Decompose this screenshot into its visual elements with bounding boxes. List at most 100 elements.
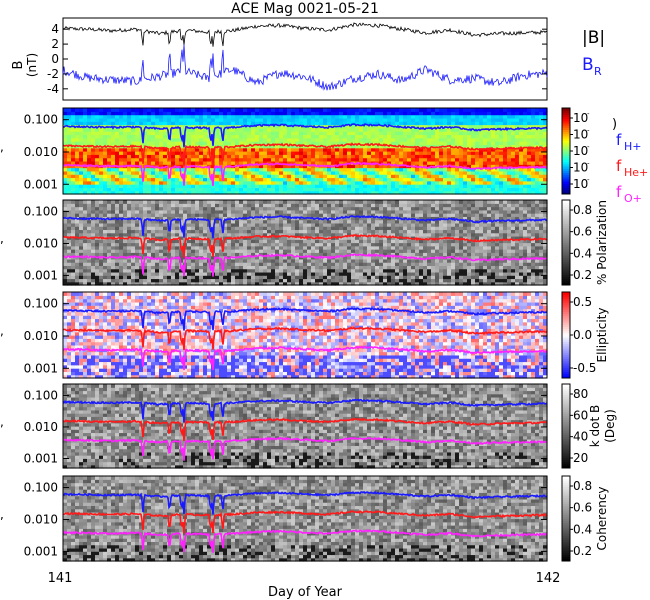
spectrogram-cell: [99, 108, 104, 112]
spectrogram-cell: [379, 108, 384, 112]
freq-tick-label: 0.100: [24, 113, 58, 127]
spectrogram-cell: [295, 200, 300, 204]
spectrogram-cell: [99, 200, 104, 204]
spectrogram-cell: [255, 108, 260, 112]
spectrogram-cell: [263, 200, 268, 204]
spectrogram-cell: [183, 200, 188, 204]
spectrogram-cell: [447, 108, 452, 112]
spectrogram-cell: [163, 200, 168, 204]
spectrogram-cell: [215, 108, 220, 112]
spectrogram-cell: [135, 108, 140, 112]
legend-f-o-plus: f: [616, 183, 622, 201]
spectrogram-cell: [491, 108, 496, 112]
spectrogram-cell: [239, 200, 244, 204]
spectrogram-cell: [495, 108, 500, 112]
spectrogram-cell: [243, 200, 248, 204]
spectrogram-cell: [151, 200, 156, 204]
spectrogram-cell: [299, 108, 304, 112]
spectrogram-cell: [187, 200, 192, 204]
spectrogram-cell: [367, 108, 372, 112]
spectrogram-cell: [243, 108, 248, 112]
spectrogram-cell: [71, 108, 76, 112]
legend-f-h-plus-subscript: H+: [624, 140, 642, 153]
spectrogram-cell: [511, 108, 516, 112]
colorbar-tick-exponent: -: [587, 143, 590, 151]
spectrogram-cell: [523, 108, 528, 112]
spectrogram-cell: [223, 108, 228, 112]
spectrogram-cell: [275, 108, 280, 112]
spectrogram-cell: [527, 108, 532, 112]
spectrogram-cell: [155, 200, 160, 204]
mag-ytick-label: 0: [51, 52, 59, 66]
spectrogram-cell: [175, 108, 180, 112]
mag-plot-frame: [63, 18, 547, 100]
spectrogram-cell: [151, 108, 156, 112]
spectrogram-cell: [271, 200, 276, 204]
spectrogram-cell: [539, 108, 544, 112]
spectrogram-cell: [127, 108, 132, 112]
spectrogram-cell: [399, 108, 404, 112]
legend-b-total: |B|: [582, 28, 605, 48]
spectrogram-cell: [67, 108, 72, 112]
spectrogram-cell: [159, 108, 164, 112]
spectrogram-cell: [287, 200, 292, 204]
spectrogram-cell: [375, 108, 380, 112]
spectrogram-cell: [499, 108, 504, 112]
spectrogram-cell: [391, 108, 396, 112]
spectrogram-cell: [359, 108, 364, 112]
colorbar-tick-exponent: -: [587, 160, 590, 168]
spectrogram-cell: [79, 200, 84, 204]
spectrogram-cell: [331, 108, 336, 112]
spectrogram-cell: [355, 108, 360, 112]
spectrogram-cell: [87, 200, 92, 204]
spectrogram-cell: [211, 108, 216, 112]
spectrogram-cell: [163, 108, 168, 112]
spectrogram-cell: [427, 108, 432, 112]
spectrogram-cell: [67, 200, 72, 204]
spectrogram-cell: [323, 200, 328, 204]
spectrogram-cell: [119, 200, 124, 204]
spectrogram-cell: [195, 200, 200, 204]
spectrogram-cell: [103, 200, 108, 204]
spectrogram-cell: [267, 200, 272, 204]
spectrogram-cell: [91, 200, 96, 204]
spectrogram-cell: [291, 200, 296, 204]
spectrogram-cell: [483, 108, 488, 112]
spectrogram-cell: [315, 200, 320, 204]
colorbar-tick-exponent: -: [587, 127, 590, 135]
spectrogram-cell: [267, 108, 272, 112]
spectrogram-cell: [123, 200, 128, 204]
spectrogram-cell: [219, 108, 224, 112]
spectrogram-cell: [407, 108, 412, 112]
spectrogram-cell: [515, 108, 520, 112]
mag-ytick-label: 4: [51, 22, 59, 36]
spectrogram-cell: [351, 108, 356, 112]
legend-f-he-plus: f: [616, 157, 622, 175]
spectrogram-cell: [131, 200, 136, 204]
spectrogram-cell: [107, 200, 112, 204]
spectrogram-cell: [119, 108, 124, 112]
spectrogram-cell: [487, 108, 492, 112]
spectrogram-cell: [319, 108, 324, 112]
spectrogram-cell: [171, 108, 176, 112]
spectrogram-cell: [139, 200, 144, 204]
spectrogram-cell: [139, 108, 144, 112]
spectrogram-cell: [203, 200, 208, 204]
spectrogram-cell: [247, 108, 252, 112]
spectrogram-cell: [395, 108, 400, 112]
spectrogram-cell: [239, 108, 244, 112]
colorbar-tick-label: 10: [573, 144, 588, 158]
spectrogram-cell: [415, 108, 420, 112]
spectrogram-cell: [175, 200, 180, 204]
spectrogram-cell: [295, 108, 300, 112]
spectrogram-cell: [451, 108, 456, 112]
spectrogram-cell: [291, 108, 296, 112]
spectrogram-cell: [319, 200, 324, 204]
spectrogram-cell: [347, 108, 352, 112]
spectrogram-cell: [195, 108, 200, 112]
spectrogram-cell: [467, 108, 472, 112]
spectrogram-cell: [307, 200, 312, 204]
spectrogram-cell: [95, 108, 100, 112]
spectrogram-cell: [279, 108, 284, 112]
